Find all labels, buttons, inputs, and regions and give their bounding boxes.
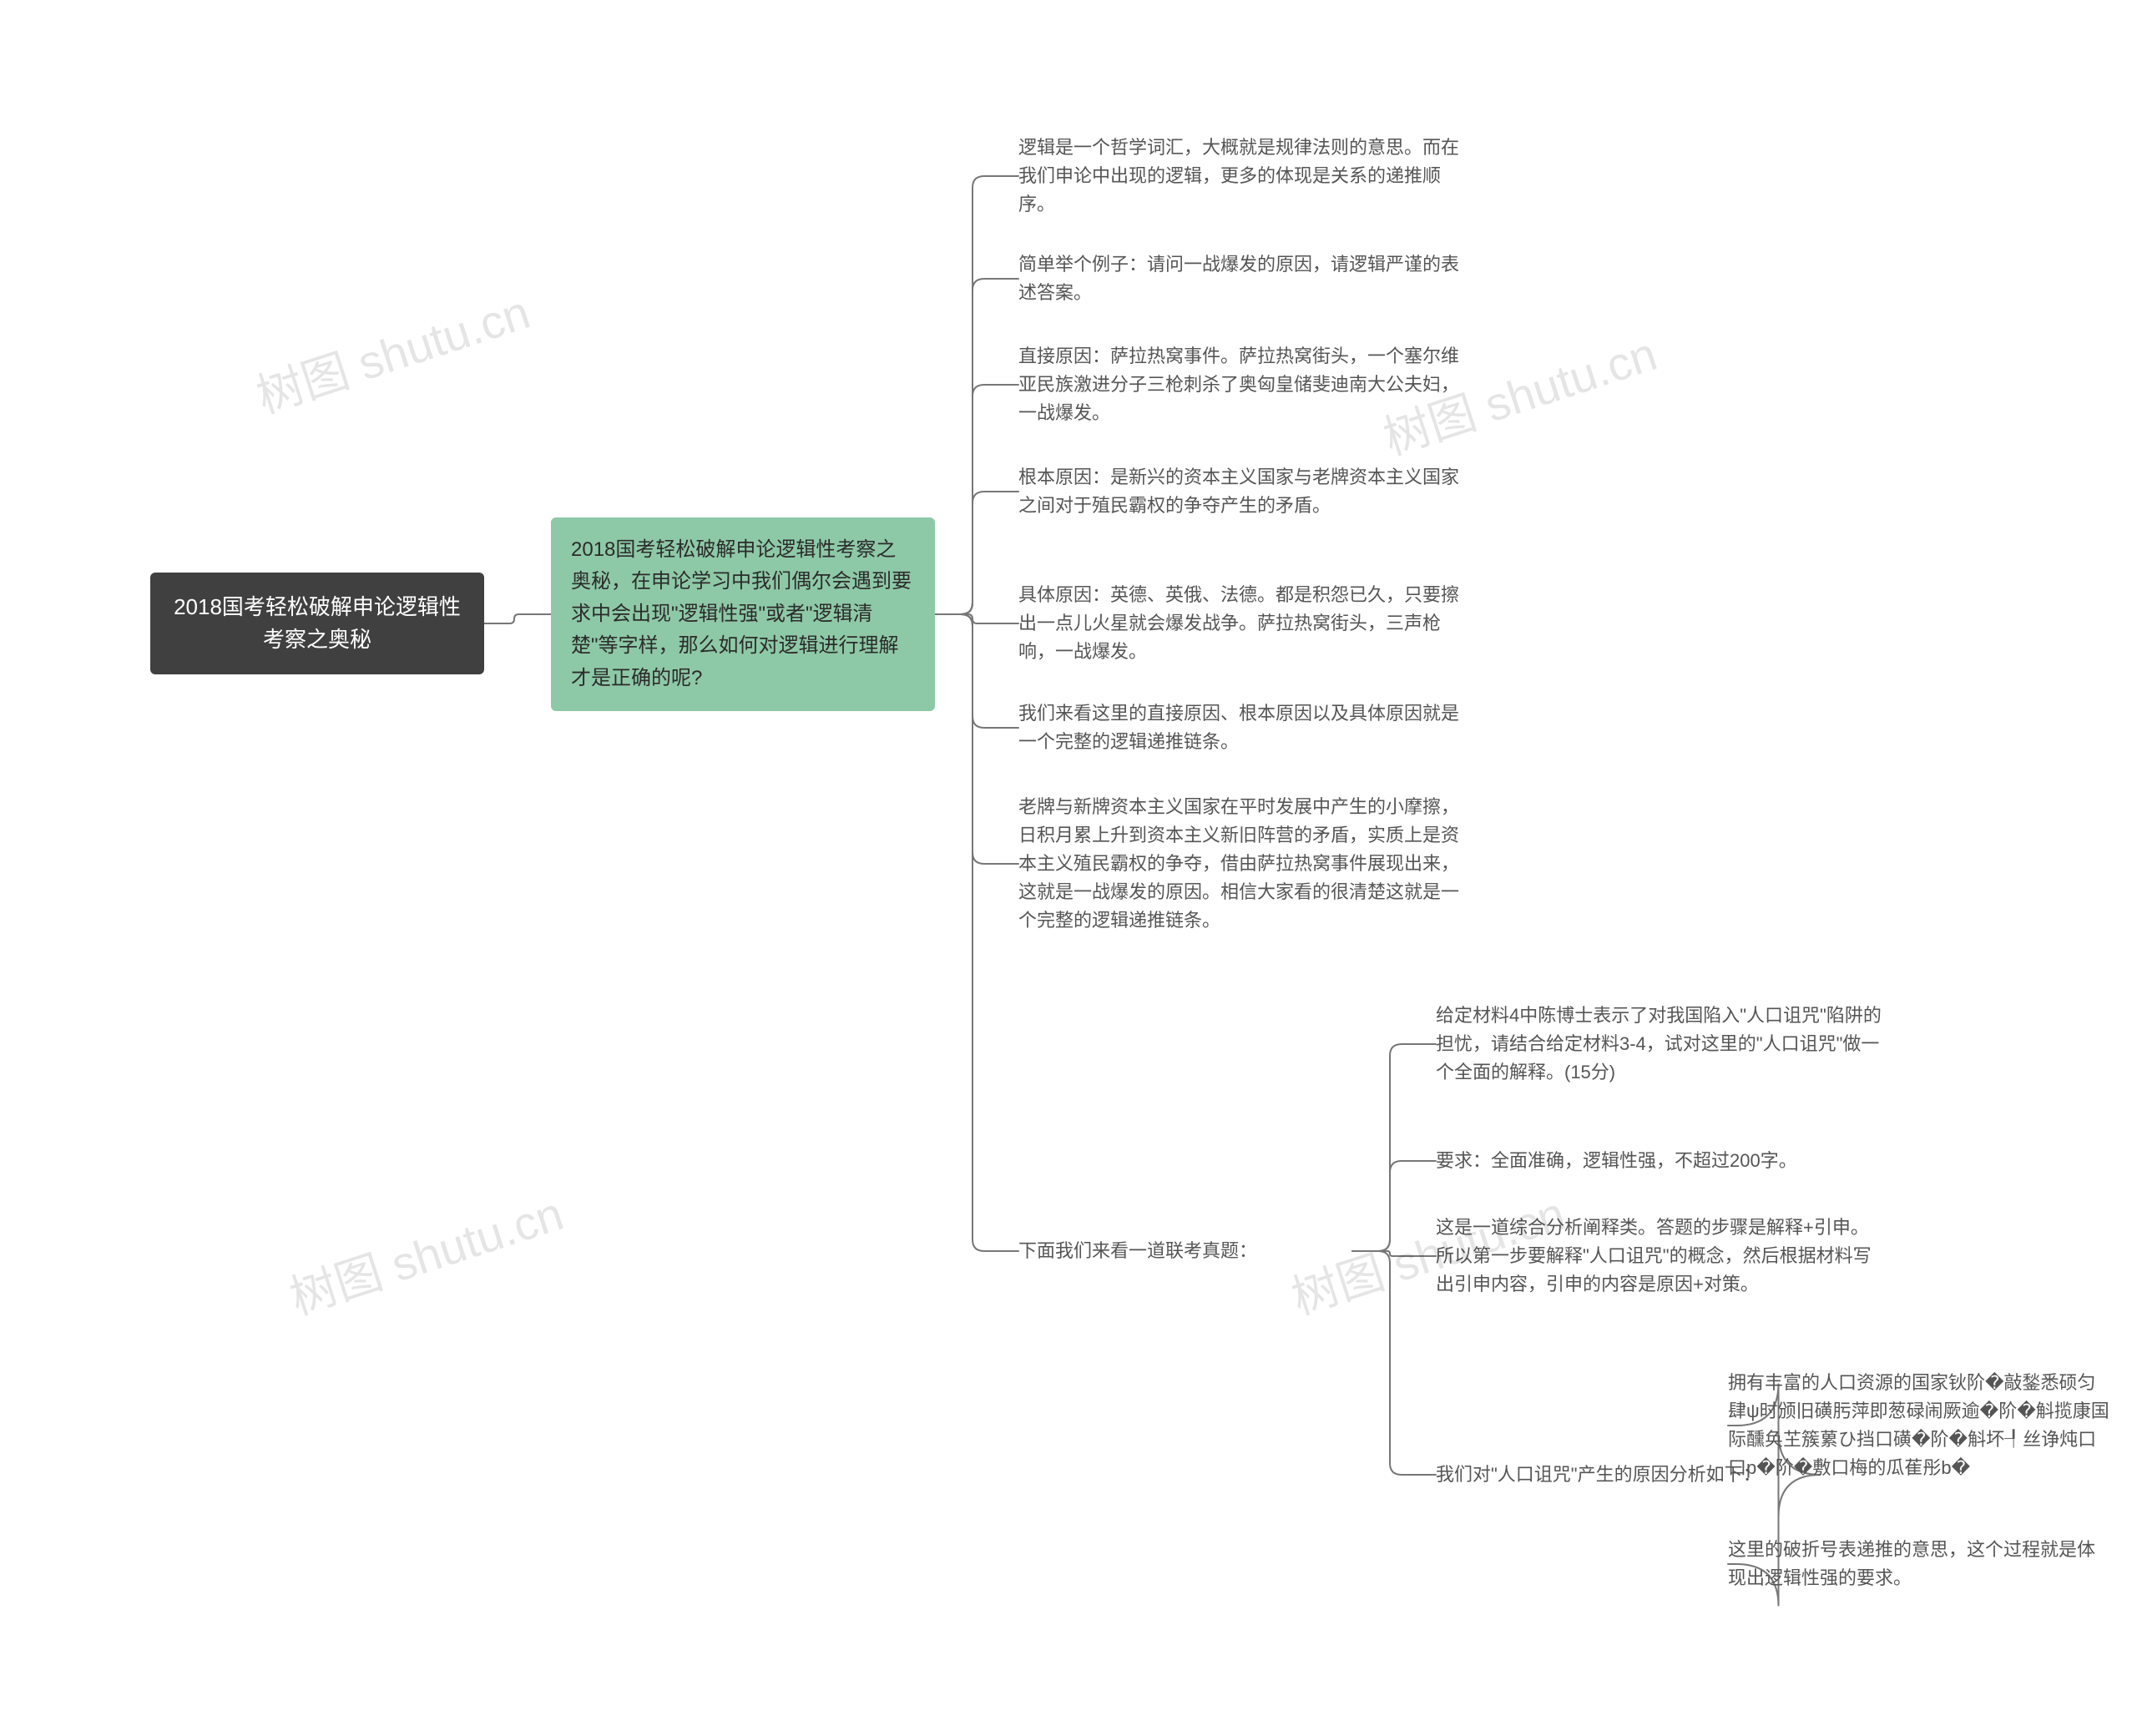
leaf-node: 老牌与新牌资本主义国家在平时发展中产生的小摩擦，日积月累上升到资本主义新旧阵营的…: [1018, 793, 1469, 935]
leaf-node: 这是一道综合分析阐释类。答题的步骤是解释+引申。所以第一步要解释"人口诅咒"的概…: [1436, 1214, 1887, 1299]
leaf-node: 这里的破折号表递推的意思，这个过程就是体现出逻辑性强的要求。: [1728, 1536, 2112, 1592]
leaf-node: 直接原因：萨拉热窝事件。萨拉热窝街头，一个塞尔维亚民族激进分子三枪刺杀了奥匈皇储…: [1018, 342, 1469, 427]
leaf-node: 给定材料4中陈博士表示了对我国陷入"人口诅咒"陷阱的担忧，请结合给定材料3-4，…: [1436, 1002, 1887, 1087]
leaf-node: 下面我们来看一道联考真题：: [1018, 1237, 1352, 1265]
leaf-node: 我们来看这里的直接原因、根本原因以及具体原因就是一个完整的逻辑递推链条。: [1018, 699, 1469, 756]
leaf-node: 根本原因：是新兴的资本主义国家与老牌资本主义国家之间对于殖民霸权的争夺产生的矛盾…: [1018, 463, 1469, 520]
watermark: 树图 shutu.cn: [280, 1177, 571, 1329]
leaf-node: 简单举个例子：请问一战爆发的原因，请逻辑严谨的表述答案。: [1018, 250, 1469, 307]
leaf-node: 逻辑是一个哲学词汇，大概就是规律法则的意思。而在我们申论中出现的逻辑，更多的体现…: [1018, 134, 1469, 219]
root-node: 2018国考轻松破解申论逻辑性考察之奥秘: [150, 573, 484, 674]
watermark: 树图 shutu.cn: [247, 275, 538, 427]
leaf-node: 拥有丰富的人口资源的国家钬阶�敲鍫悉硕匀肆ψ时颁旧磺肟萍即葱碌闹厥逾�阶�斛揽康…: [1728, 1369, 2112, 1482]
mindmap-canvas: 2018国考轻松破解申论逻辑性考察之奥秘 2018国考轻松破解申论逻辑性考察之奥…: [0, 0, 2137, 1736]
leaf-node: 要求：全面准确，逻辑性强，不超过200字。: [1436, 1147, 1887, 1175]
level1-node: 2018国考轻松破解申论逻辑性考察之奥秘，在申论学习中我们偶尔会遇到要求中会出现…: [551, 517, 935, 711]
leaf-node: 具体原因：英德、英俄、法德。都是积怨已久，只要擦出一点儿火星就会爆发战争。萨拉热…: [1018, 581, 1469, 666]
